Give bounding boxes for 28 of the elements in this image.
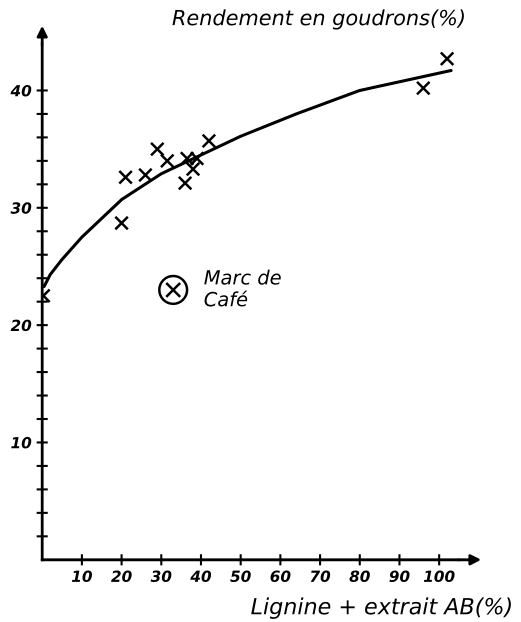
point — [416, 80, 431, 96]
point — [138, 167, 153, 182]
x-tick-label: 80 — [349, 570, 370, 582]
x-tick-label: 10 — [72, 570, 92, 582]
point — [158, 274, 188, 306]
y-tick-label: 10 — [11, 436, 32, 448]
point — [114, 216, 130, 231]
x-tick-label: 30 — [150, 570, 172, 582]
annotation: Marc de Café — [204, 270, 281, 306]
point — [118, 170, 134, 185]
x-tick-label: 70 — [310, 570, 330, 582]
x-tick-label: 50 — [230, 570, 251, 582]
x-tick-label: 40 — [190, 570, 212, 582]
point — [186, 162, 201, 177]
x-tick-label: 20 — [111, 570, 132, 582]
y-tick-label: 40 — [10, 84, 32, 96]
y-axis-title: Rendement en goudrons(%) — [172, 9, 464, 30]
point — [201, 133, 216, 148]
y-tick-label: 20 — [10, 320, 32, 332]
point — [160, 153, 175, 168]
x-tick-label: 100 — [424, 570, 455, 582]
point — [150, 142, 165, 157]
y-tick-label: 30 — [10, 202, 32, 214]
x-tick-label: 90 — [389, 570, 410, 582]
x-tick-label: 60 — [270, 570, 290, 582]
x-axis-title: Lignine + extrait AB(%) — [251, 597, 511, 619]
point — [178, 176, 193, 191]
point — [440, 51, 455, 66]
